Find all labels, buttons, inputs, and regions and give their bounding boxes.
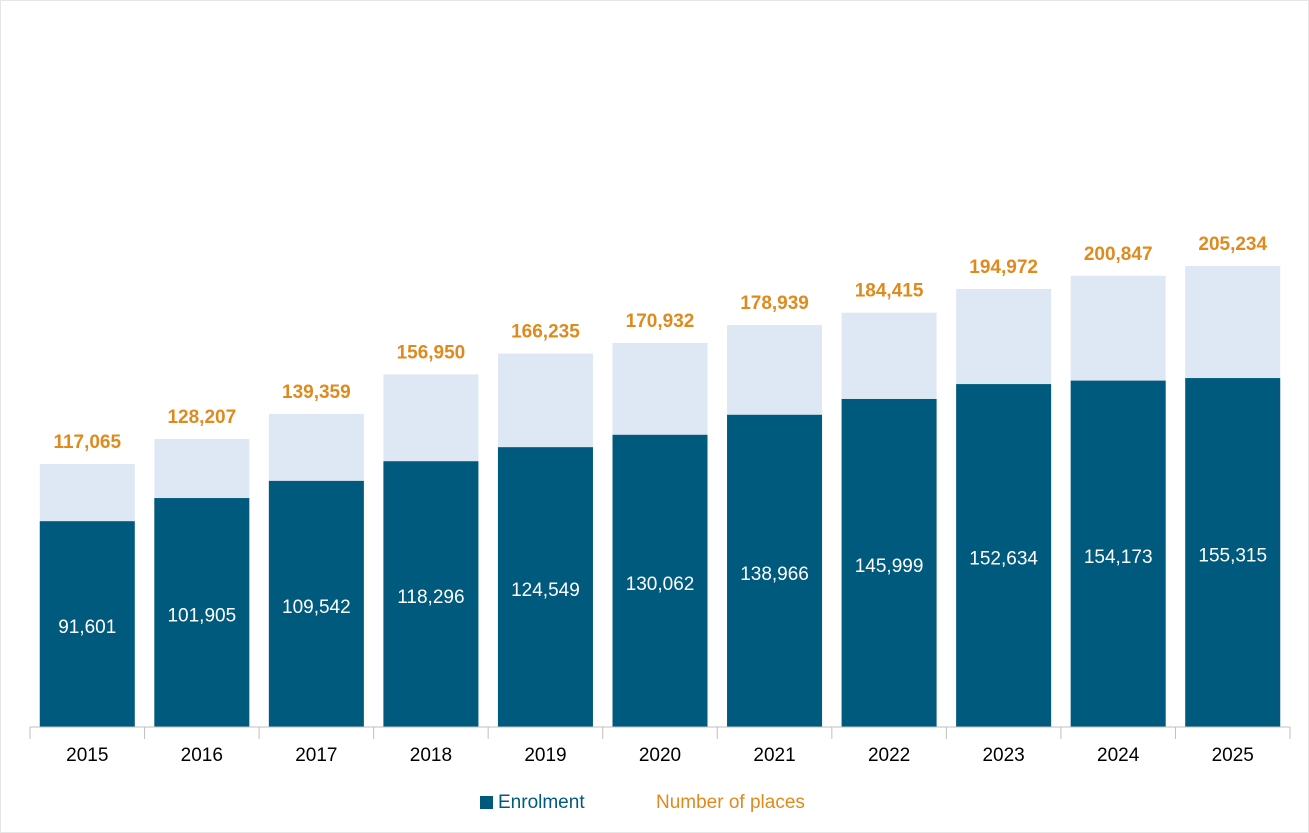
value-label: 145,999 — [855, 556, 924, 577]
x-tick-label: 2022 — [868, 745, 910, 766]
value-label: 170,932 — [626, 311, 695, 332]
bar — [841, 398, 937, 727]
value-label: 130,062 — [626, 574, 695, 595]
value-label: 154,173 — [1084, 547, 1153, 568]
value-label: 205,234 — [1198, 234, 1267, 255]
value-label: 200,847 — [1084, 244, 1153, 265]
bar — [727, 414, 823, 727]
bar — [497, 447, 593, 727]
bar — [154, 498, 250, 727]
bar — [383, 461, 479, 727]
value-label: 152,634 — [969, 549, 1038, 570]
value-label: 184,415 — [855, 281, 924, 302]
value-label: 166,235 — [511, 322, 580, 343]
x-tick-label: 2016 — [181, 745, 223, 766]
legend-label: Enrolment — [498, 792, 585, 813]
bar — [1070, 380, 1166, 727]
value-label: 178,939 — [740, 293, 809, 314]
value-label: 118,296 — [397, 587, 464, 608]
value-label: 124,549 — [511, 580, 580, 601]
x-tick-label: 2018 — [410, 745, 452, 766]
x-tick-label: 2025 — [1212, 745, 1254, 766]
value-label: 101,905 — [167, 606, 236, 627]
x-tick-label: 2017 — [295, 745, 337, 766]
value-label: 117,065 — [53, 432, 121, 453]
value-label: 139,359 — [282, 382, 351, 403]
value-label: 194,972 — [969, 257, 1038, 278]
value-label: 128,207 — [167, 407, 236, 428]
x-tick-label: 2019 — [524, 745, 566, 766]
bar — [268, 480, 364, 727]
bar — [956, 384, 1052, 727]
value-label: 138,966 — [740, 564, 809, 585]
legend-label: Number of places — [656, 792, 805, 813]
value-label: 155,315 — [1198, 546, 1267, 567]
x-tick-label: 2023 — [982, 745, 1024, 766]
bar — [1185, 378, 1281, 727]
value-label: 109,542 — [282, 597, 351, 618]
x-tick-label: 2015 — [66, 745, 108, 766]
bar — [612, 434, 708, 727]
value-label: 156,950 — [397, 342, 466, 363]
x-tick-label: 2021 — [753, 745, 795, 766]
bar — [39, 521, 135, 727]
x-tick-label: 2020 — [639, 745, 681, 766]
value-label: 91,601 — [58, 617, 116, 638]
x-tick-label: 2024 — [1097, 745, 1140, 766]
legend-marker — [480, 796, 493, 809]
